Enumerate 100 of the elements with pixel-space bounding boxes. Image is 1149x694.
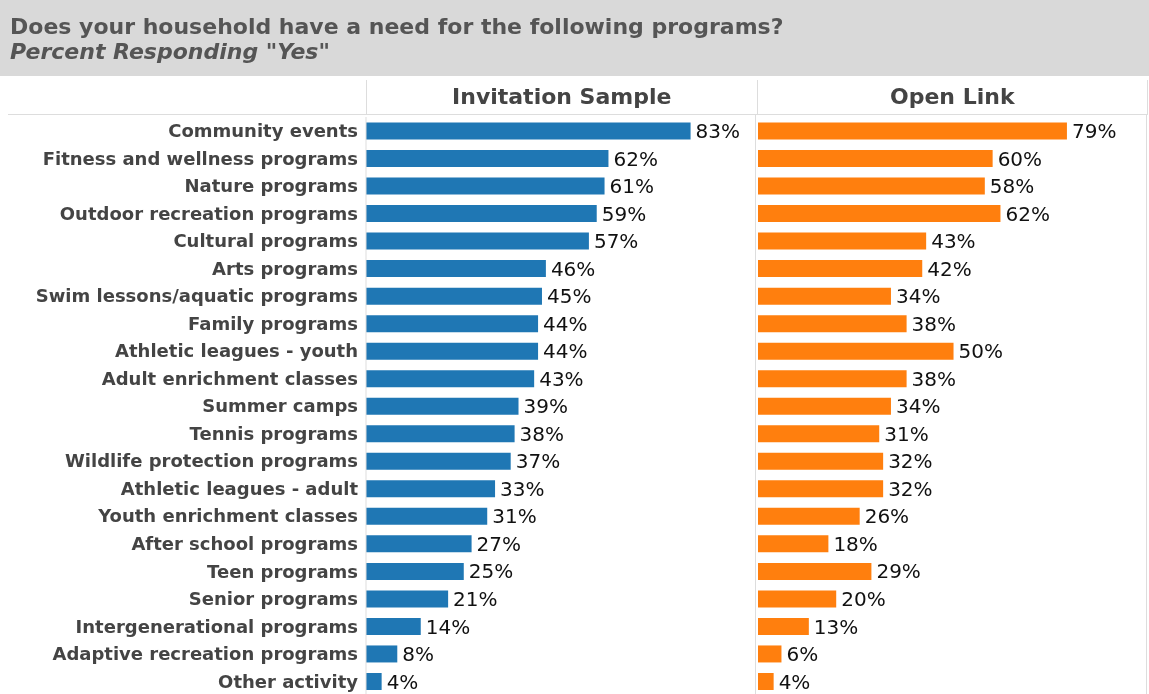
y-tick-label: Cultural programs xyxy=(173,230,358,252)
text: Percent Responding "Yes" xyxy=(10,39,331,64)
data-label: 14% xyxy=(425,614,471,639)
data-label: 31% xyxy=(883,421,929,446)
data-label: 6% xyxy=(785,642,818,667)
data-label: 18% xyxy=(832,531,878,556)
bar xyxy=(366,397,519,415)
y-tick-label: Summer camps xyxy=(202,395,358,417)
y-tick-label: Senior programs xyxy=(188,588,358,610)
data-label: 79% xyxy=(1071,119,1116,144)
series-label: Invitation Sample xyxy=(452,84,672,109)
bar xyxy=(757,150,993,168)
bar xyxy=(366,590,449,608)
bar xyxy=(757,535,828,553)
data-label: 38% xyxy=(519,421,565,446)
y-tick-label: Outdoor recreation programs xyxy=(59,202,358,224)
data-label: 83% xyxy=(695,119,741,144)
bar xyxy=(366,287,542,305)
bar xyxy=(757,205,1000,223)
bar xyxy=(366,260,546,278)
y-tick-label: Family programs xyxy=(188,312,358,334)
data-label: 21% xyxy=(453,587,498,612)
bar xyxy=(366,425,515,443)
bar xyxy=(757,425,879,443)
bar xyxy=(757,232,926,250)
data-label: 25% xyxy=(468,559,514,584)
data-label: 39% xyxy=(523,394,568,419)
bar xyxy=(757,122,1067,140)
data-label: 45% xyxy=(546,284,592,309)
y-tick-label: Intergenerational programs xyxy=(75,615,358,637)
data-label: 32% xyxy=(887,449,933,474)
data-label: 4% xyxy=(778,669,810,694)
bar xyxy=(366,315,539,333)
data-label: 44% xyxy=(543,311,588,336)
y-tick-label: Tennis programs xyxy=(189,422,358,444)
data-label: 42% xyxy=(926,256,972,281)
bar xyxy=(366,672,382,690)
bar xyxy=(757,590,836,608)
bar xyxy=(366,232,589,250)
bar xyxy=(366,177,605,195)
bar xyxy=(757,480,883,498)
bar xyxy=(757,617,809,635)
data-label: 62% xyxy=(1004,201,1050,226)
data-label: 29% xyxy=(875,559,921,584)
data-label: 34% xyxy=(895,394,940,419)
data-label: 60% xyxy=(997,146,1042,171)
data-label: 13% xyxy=(813,614,858,639)
bar xyxy=(757,370,907,388)
bar xyxy=(757,562,871,580)
data-label: 61% xyxy=(609,174,654,199)
data-label: 32% xyxy=(887,476,933,501)
bar xyxy=(757,342,954,360)
series-label: Open Link xyxy=(889,84,1015,109)
y-tick-label: Adaptive recreation programs xyxy=(52,643,358,665)
bar xyxy=(757,452,883,470)
bar xyxy=(757,672,774,690)
bar xyxy=(366,562,464,580)
data-label: 37% xyxy=(515,449,561,474)
data-label: 50% xyxy=(958,339,1003,364)
y-tick-label: Nature programs xyxy=(184,175,358,197)
bar xyxy=(366,507,488,525)
data-label: 62% xyxy=(613,146,658,171)
data-label: 46% xyxy=(550,256,596,281)
data-label: 58% xyxy=(989,174,1034,199)
data-label: 44% xyxy=(543,339,588,364)
bar xyxy=(757,507,860,525)
data-label: 43% xyxy=(539,366,584,391)
data-label: 33% xyxy=(500,476,545,501)
y-tick-label: Athletic leagues - adult xyxy=(120,477,359,499)
data-label: 26% xyxy=(864,504,909,529)
bar xyxy=(366,617,421,635)
data-label: 43% xyxy=(930,229,976,254)
bar xyxy=(366,150,609,168)
y-tick-label: Athletic leagues - youth xyxy=(115,340,358,362)
bar xyxy=(366,645,398,663)
bar xyxy=(366,370,535,388)
y-tick-label: Community events xyxy=(168,120,358,142)
y-tick-label: Adult enrichment classes xyxy=(101,367,358,389)
y-tick-label: Other activity xyxy=(218,670,359,692)
y-tick-label: Youth enrichment classes xyxy=(97,505,358,527)
bar xyxy=(366,342,539,360)
data-label: 20% xyxy=(840,587,886,612)
bar xyxy=(757,397,891,415)
data-label: 59% xyxy=(601,201,647,226)
y-tick-label: Wildlife protection programs xyxy=(64,450,358,472)
y-tick-label: Teen programs xyxy=(207,560,358,582)
y-tick-label: Arts programs xyxy=(212,257,358,279)
bar xyxy=(757,177,985,195)
y-tick-label: Fitness and wellness programs xyxy=(42,147,358,169)
bar xyxy=(757,287,891,305)
data-label: 27% xyxy=(476,531,522,556)
bar xyxy=(366,122,691,140)
data-label: 4% xyxy=(386,669,419,694)
y-tick-label: After school programs xyxy=(131,533,358,555)
bar xyxy=(366,535,472,553)
data-label: 31% xyxy=(492,504,537,529)
bar xyxy=(366,480,496,498)
chart-title: Does your household have a need for the following programs? xyxy=(10,14,785,39)
bar xyxy=(366,452,511,470)
data-label: 38% xyxy=(911,366,956,391)
